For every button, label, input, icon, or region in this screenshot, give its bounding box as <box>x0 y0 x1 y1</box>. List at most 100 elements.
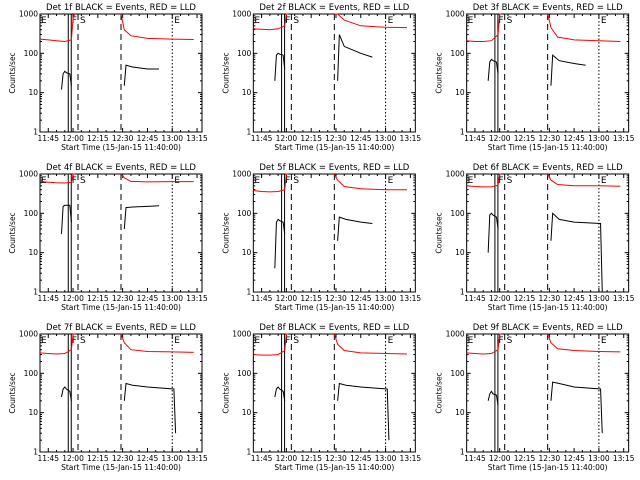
y-axis-label: Counts/sec <box>221 212 230 253</box>
series-events-line <box>337 34 373 81</box>
x-tick-label: 12:30 <box>539 294 561 303</box>
x-axis-label: Start Time (15-Jan-15 11:40:00) <box>61 303 181 312</box>
x-tick-label: 11:45 <box>464 134 486 143</box>
series-lld-line <box>334 13 408 29</box>
y-tick-label: 100 <box>237 49 252 58</box>
x-tick-label: 12:15 <box>87 294 109 303</box>
panel-title: Det 5f BLACK = Events, RED = LLD <box>259 163 409 173</box>
y-tick-label: 1 <box>247 128 252 137</box>
marker-e: E <box>254 176 260 186</box>
panel-det-6: Det 6f BLACK = Events, RED = LLD 1 10 100 10… <box>435 163 635 312</box>
x-tick-label: 11:45 <box>37 454 59 463</box>
marker-f: F <box>285 176 290 186</box>
series-events-line <box>61 70 72 90</box>
y-tick-label: 10 <box>28 88 38 97</box>
y-tick-label: 100 <box>237 209 252 218</box>
panel-det-4: Det 4f BLACK = Events, RED = LLD 1 10 100 10… <box>8 163 208 312</box>
x-tick-label: 11:45 <box>251 134 273 143</box>
x-axis-label: Start Time (15-Jan-15 11:40:00) <box>274 303 394 312</box>
marker-s: S <box>80 336 86 346</box>
x-tick-label: 12:15 <box>514 294 536 303</box>
marker-s: S <box>80 176 86 186</box>
series-events-line <box>274 52 286 81</box>
x-axis-label: Start Time (15-Jan-15 11:40:00) <box>488 303 608 312</box>
x-axis-label: Start Time (15-Jan-15 11:40:00) <box>488 143 608 152</box>
series-events-line <box>274 386 286 401</box>
series-events-line <box>337 216 373 241</box>
x-tick-label: 13:00 <box>588 134 610 143</box>
series-lld-line <box>120 333 194 353</box>
x-tick-label: 12:30 <box>112 294 134 303</box>
series-lld-line <box>547 173 621 187</box>
series-events-line <box>123 205 160 230</box>
series-events-line <box>123 64 159 86</box>
y-tick-label: 1000 <box>446 170 465 179</box>
x-tick-label: 13:00 <box>161 454 183 463</box>
y-axis-label: Counts/sec <box>435 212 444 253</box>
y-tick-label: 100 <box>24 49 39 58</box>
series-lld-line <box>39 13 76 43</box>
panel-det-1: Det 1f BLACK = Events, RED = LLD 1 10 100 10… <box>8 3 208 152</box>
x-tick-label: 11:45 <box>464 294 486 303</box>
x-tick-label: 13:00 <box>588 454 610 463</box>
y-tick-label: 10 <box>242 248 252 257</box>
series-events-line <box>337 382 390 441</box>
marker-f: F <box>72 16 77 26</box>
marker-e: E <box>388 176 394 186</box>
panel-det-3: Det 3f BLACK = Events, RED = LLD 1 10 100 10… <box>435 3 635 152</box>
x-tick-label: 12:30 <box>539 134 561 143</box>
y-tick-label: 10 <box>242 88 252 97</box>
y-tick-label: 1 <box>247 288 252 297</box>
series-lld-line <box>466 333 502 355</box>
marker-s: S <box>293 336 299 346</box>
series-events-line <box>550 54 586 86</box>
y-axis-label: Counts/sec <box>435 372 444 413</box>
series-lld-line <box>547 333 621 353</box>
x-axis-label: Start Time (15-Jan-15 11:40:00) <box>488 463 608 472</box>
x-tick-label: 12:15 <box>300 134 322 143</box>
y-tick-label: 10 <box>242 408 252 417</box>
x-tick-label: 12:30 <box>325 134 347 143</box>
marker-e: E <box>41 16 47 26</box>
marker-f: F <box>498 336 503 346</box>
x-tick-label: 13:15 <box>186 294 208 303</box>
x-tick-label: 12:45 <box>563 454 585 463</box>
x-tick-label: 13:00 <box>375 294 397 303</box>
x-tick-label: 13:15 <box>186 454 208 463</box>
panel-title: Det 8f BLACK = Events, RED = LLD <box>259 323 409 333</box>
series-events-line <box>61 204 72 234</box>
series-events-line <box>487 212 499 253</box>
x-tick-label: 11:45 <box>37 294 59 303</box>
y-tick-label: 100 <box>24 369 39 378</box>
y-tick-label: 100 <box>450 369 465 378</box>
y-tick-label: 1000 <box>232 330 251 339</box>
y-tick-label: 1 <box>33 128 38 137</box>
x-tick-label: 12:45 <box>137 134 159 143</box>
marker-s: S <box>507 336 513 346</box>
y-tick-label: 100 <box>450 49 465 58</box>
y-tick-label: 10 <box>28 408 38 417</box>
x-tick-label: 11:45 <box>251 454 273 463</box>
y-tick-label: 10 <box>28 248 38 257</box>
panel-title: Det 4f BLACK = Events, RED = LLD <box>46 163 196 173</box>
y-tick-label: 1 <box>33 288 38 297</box>
x-tick-label: 12:00 <box>489 454 511 463</box>
x-tick-label: 13:00 <box>161 134 183 143</box>
x-axis-label: Start Time (15-Jan-15 11:40:00) <box>274 463 394 472</box>
y-tick-label: 1 <box>33 448 38 457</box>
series-lld-line <box>253 13 289 31</box>
series-lld-line <box>120 173 194 183</box>
panel-title: Det 7f BLACK = Events, RED = LLD <box>46 323 196 333</box>
series-lld-line <box>466 13 502 42</box>
marker-e: E <box>601 176 607 186</box>
x-tick-label: 12:45 <box>350 134 372 143</box>
panel-title: Det 1f BLACK = Events, RED = LLD <box>46 3 196 13</box>
marker-e: E <box>601 336 607 346</box>
x-tick-label: 13:00 <box>375 454 397 463</box>
x-tick-label: 13:15 <box>400 134 422 143</box>
panel-det-7: Det 7f BLACK = Events, RED = LLD 1 10 100 10… <box>8 323 208 472</box>
panel-title: Det 3f BLACK = Events, RED = LLD <box>473 3 623 13</box>
y-tick-label: 1 <box>247 448 252 457</box>
marker-e: E <box>254 336 260 346</box>
series-events-line <box>487 390 499 406</box>
